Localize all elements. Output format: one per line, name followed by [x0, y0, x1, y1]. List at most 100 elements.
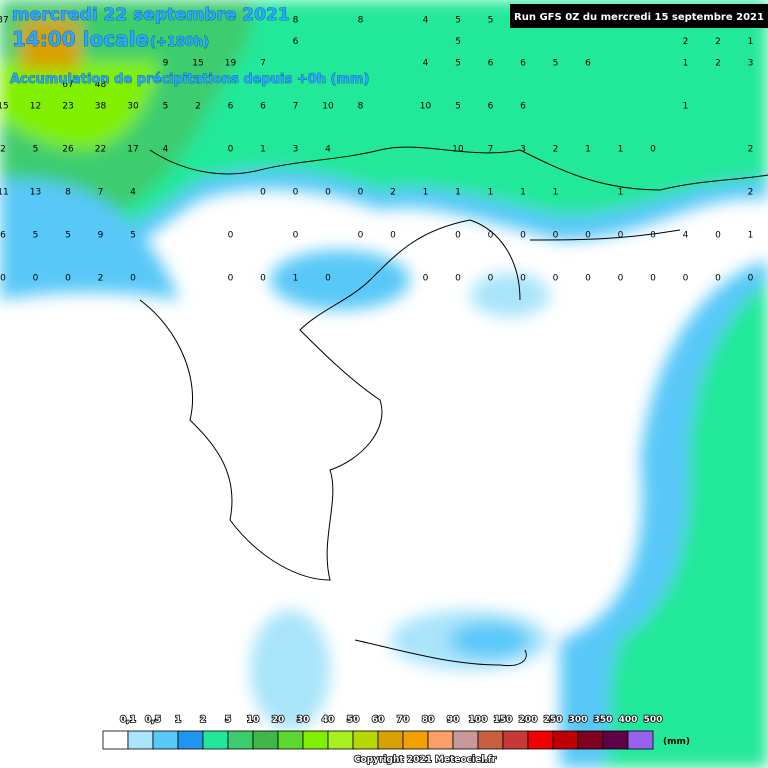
legend-label: 500 [644, 715, 663, 725]
grid-value: 6 [585, 59, 591, 69]
legend-swatch [302, 730, 329, 750]
grid-value: 2 [683, 37, 689, 47]
lead-time: (+180h) [150, 35, 209, 50]
grid-value: 5 [455, 16, 461, 26]
legend-label: 70 [397, 715, 410, 725]
grid-value: 22 [95, 145, 106, 155]
grid-value: 1 [553, 188, 559, 198]
legend-swatch [452, 730, 479, 750]
grid-value: 6 [0, 231, 6, 241]
legend-swatch [102, 730, 129, 750]
grid-value: 5 [65, 231, 71, 241]
grid-value: 2 [390, 188, 396, 198]
grid-value: 38 [95, 102, 107, 112]
grid-value: 2 [748, 145, 754, 155]
legend-swatch [177, 730, 204, 750]
grid-value: 5 [33, 231, 39, 241]
grid-value: 5 [488, 16, 494, 26]
grid-value: 15 [0, 102, 9, 112]
grid-value: 6 [520, 59, 526, 69]
grid-value: 1 [683, 102, 689, 112]
grid-value: 2 [98, 274, 104, 284]
legend-swatch [552, 730, 579, 750]
grid-value: 0 [683, 274, 689, 284]
grid-value: 6 [260, 102, 266, 112]
legend-swatch [227, 730, 254, 750]
legend-swatch [352, 730, 379, 750]
grid-value: 67 [62, 80, 73, 90]
grid-value: 0 [130, 274, 136, 284]
grid-value: 0 [260, 188, 266, 198]
grid-value: 0 [520, 231, 526, 241]
grid-value: 4 [163, 145, 169, 155]
legend-label: 100 [469, 715, 488, 725]
grid-value: 0 [488, 231, 494, 241]
grid-value: 0 [455, 231, 461, 241]
legend-swatch [277, 730, 304, 750]
grid-value: 4 [130, 188, 136, 198]
grid-value: 7 [98, 188, 104, 198]
legend-label: 300 [569, 715, 588, 725]
legend-label: 30 [297, 715, 310, 725]
grid-value: 0 [553, 231, 559, 241]
grid-value: 1 [293, 274, 299, 284]
grid-value: 2 [715, 37, 721, 47]
grid-value: 2 [715, 59, 721, 69]
grid-value: 6 [488, 59, 494, 69]
grid-value: 0 [715, 231, 721, 241]
grid-value: 19 [225, 59, 237, 69]
grid-value: 9 [163, 59, 169, 69]
grid-value: 0 [618, 274, 624, 284]
grid-value: 0 [325, 188, 331, 198]
legend-swatch [402, 730, 429, 750]
grid-value: 5 [455, 59, 461, 69]
grid-value: 2 [0, 145, 6, 155]
grid-value: 10 [420, 102, 432, 112]
grid-value: 0 [358, 188, 364, 198]
grid-value: 1 [520, 188, 526, 198]
grid-value: 0 [553, 274, 559, 284]
legend: 0,1 0,5 1 2 5 10 20 30 40 50 60 70 80 90 100 150 200 250 3… [102, 714, 663, 750]
grid-value: 5 [455, 37, 461, 47]
grid-value: 0 [325, 274, 331, 284]
grid-value: 3 [520, 145, 526, 155]
legend-label: 60 [372, 715, 385, 725]
grid-value: 0 [228, 145, 234, 155]
grid-value: 0 [293, 188, 299, 198]
coastlines [139, 146, 768, 667]
grid-value: 0 [488, 274, 494, 284]
grid-value: 30 [127, 102, 139, 112]
legend-label: 5 [225, 715, 231, 725]
legend-label: 10 [247, 715, 260, 725]
grid-value: 1 [748, 37, 754, 47]
run-info: Run GFS 0Z du mercredi 15 septembre 2021 [514, 12, 764, 23]
legend-label: 200 [519, 715, 538, 725]
legend-swatch [602, 730, 629, 750]
grid-value: 1 [683, 59, 689, 69]
grid-value: 8 [65, 188, 71, 198]
grid-value: 0 [228, 274, 234, 284]
grid-value: 8 [293, 16, 299, 26]
grid-value: 15 [192, 59, 203, 69]
grid-value: 2 [195, 102, 201, 112]
grid-value: 12 [30, 102, 41, 112]
grid-value: 37 [0, 16, 9, 26]
grid-value: 0 [520, 274, 526, 284]
legend-swatch [502, 730, 529, 750]
legend-label: 400 [619, 715, 638, 725]
grid-value: 0 [358, 231, 364, 241]
subtitle: Accumulation de précipitations depuis +0… [10, 72, 369, 87]
grid-value: 1 [455, 188, 461, 198]
grid-value: 1 [488, 188, 494, 198]
grid-value: 17 [127, 145, 138, 155]
legend-label: 150 [494, 715, 513, 725]
grid-value: 0 [228, 231, 234, 241]
legend-label: 20 [272, 715, 285, 725]
grid-value: 0 [650, 274, 656, 284]
grid-value: 0 [0, 274, 6, 284]
grid-value: 0 [748, 274, 754, 284]
copyright: Copyright 2021 Meteociel.fr [354, 755, 497, 765]
grid-value: 1 [260, 145, 266, 155]
grid-values: 3788455556522191519745665612367481512233… [0, 16, 754, 284]
